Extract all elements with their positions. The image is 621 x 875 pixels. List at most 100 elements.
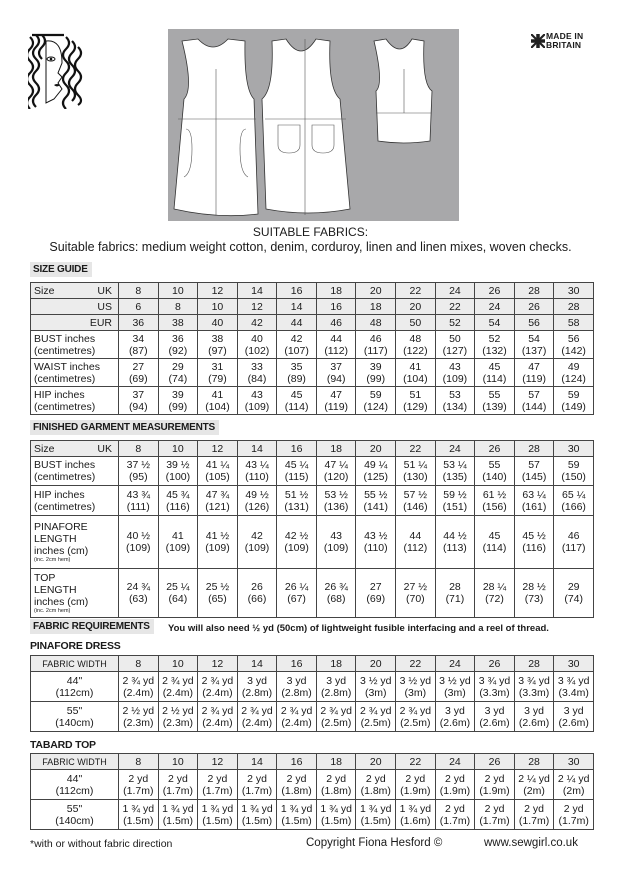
table-cell: 2 yd (1.9m) (474, 769, 515, 800)
table-cell: 8 (157, 298, 199, 315)
table-cell: 59 ½ (151) (434, 485, 476, 516)
table-row: BUST inches (centimetres) 37 ½ (95) 39 ½ (… (30, 456, 594, 486)
pinafore-fabric-table: FABRIC WIDTH 8 10 12 14 16 18 20 22 24 26 28 30 44" (… (30, 655, 594, 732)
table-cell: 14 (276, 298, 317, 315)
row-label: BUST inches (centimetres) (30, 456, 119, 486)
table-cell: 24 ¾ (63) (118, 568, 159, 618)
table-cell: 2 yd (1.7m) (434, 799, 476, 830)
table-cell: 43 ¼ (110) (236, 456, 278, 486)
table-row: BUST inches (centimetres) 34 (87) 36 (92) 3… (30, 330, 594, 359)
table-header-row: Size UK 8 10 12 14 16 18 20 22 24 26 28 30 (30, 440, 594, 457)
table-cell: 2 yd (1.9m) (434, 769, 476, 800)
table-cell: 43 ¾ (111) (118, 485, 159, 516)
table-cell: 42 (107) (276, 330, 317, 359)
table-cell: 26 (474, 282, 515, 299)
table-row: 44" (112cm) 2 ¾ yd (2.4m) 2 ¾ yd (2.4m) 2 ¾… (30, 671, 594, 702)
table-cell: 65 ¼ (166) (553, 485, 594, 516)
size-guide-table: Size UK 8 10 12 14 16 18 20 22 24 26 28 30 US 6 8 10 12 14 1… (30, 282, 594, 415)
table-cell: 22 (434, 298, 476, 315)
table-cell: 44 (112) (315, 330, 357, 359)
table-cell: 2 yd (1.7m) (236, 769, 278, 800)
table-cell: 38 (157, 314, 199, 331)
table-cell: 43 ½ (110) (355, 515, 397, 569)
table-cell: 29 (74) (553, 568, 594, 618)
table-cell: 37 ½ (95) (118, 456, 159, 486)
table-cell: 2 yd (1.7m) (474, 799, 515, 830)
table-cell: 3 ½ yd (3m) (434, 671, 476, 702)
fabric-width-cell: 44" (112cm) (30, 671, 119, 702)
website-link[interactable]: www.sewgirl.co.uk (484, 837, 578, 849)
table-cell: 24 (474, 298, 515, 315)
table-cell: 2 yd (1.7m) (197, 769, 238, 800)
size-label: Size (34, 442, 55, 455)
table-cell: 49 ½ (126) (236, 485, 278, 516)
table-cell: 61 ½ (156) (474, 485, 515, 516)
size-header-cell: 18 (315, 655, 357, 672)
size-header-cell: 8 (118, 655, 159, 672)
table-cell: 3 yd (2.6m) (553, 701, 594, 732)
size-system-label: US (97, 301, 112, 313)
table-cell: 39 ½ (100) (157, 456, 199, 486)
table-cell: 36 (92) (157, 330, 199, 359)
table-cell: 2 ¾ yd (2.5m) (355, 701, 397, 732)
table-cell: 3 yd (2.8m) (236, 671, 278, 702)
table-cell: 35 (89) (276, 358, 317, 387)
size-header-cell: 26 (474, 655, 515, 672)
row-label: PINAFORE LENGTH inches (cm) (inc. 2cm hem… (30, 515, 119, 569)
sewgirl-logo (25, 33, 86, 110)
table-cell: 3 ½ yd (3m) (395, 671, 436, 702)
table-cell: 27 (69) (118, 358, 159, 387)
hem-note: (inc. 2cm hem) (34, 556, 71, 563)
row-label: BUST inches (centimetres) (30, 330, 119, 359)
table-cell: 3 ½ yd (3m) (355, 671, 397, 702)
table-cell: 2 yd (1.8m) (355, 769, 397, 800)
size-label: Size (34, 284, 55, 297)
table-cell: 27 (69) (355, 568, 397, 618)
table-cell: 2 ½ yd (2.3m) (157, 701, 199, 732)
finished-measurements-heading: FINISHED GARMENT MEASUREMENTS (30, 420, 219, 435)
size-header-cell: 20 (355, 440, 397, 457)
size-header-cell: 24 (434, 753, 476, 770)
table-cell: 47 (119) (513, 358, 555, 387)
table-cell: 3 yd (2.8m) (315, 671, 357, 702)
table-cell: 52 (132) (474, 330, 515, 359)
table-cell: 42 (109) (236, 515, 278, 569)
table-cell: 45 (114) (474, 358, 515, 387)
size-header-cell: 22 (395, 753, 436, 770)
table-cell: 10 (157, 282, 199, 299)
table-cell: 12 (197, 282, 238, 299)
table-row: HIP inches (centimetres) 43 ¾ (111) 45 ¾ (… (30, 485, 594, 516)
table-cell: 41 (104) (395, 358, 436, 387)
table-cell: 46 (117) (355, 330, 397, 359)
table-cell: 38 (97) (197, 330, 238, 359)
table-cell: 57 ½ (146) (395, 485, 436, 516)
size-header-cell: 30 (553, 655, 594, 672)
size-header-cell: 10 (157, 440, 199, 457)
table-cell: 22 (395, 282, 436, 299)
table-cell: 20 (395, 298, 436, 315)
row-label-text: TOP LENGTH inches (cm) (34, 571, 89, 608)
table-cell: 2 ¾ yd (2.4m) (197, 671, 238, 702)
table-cell: 54 (474, 314, 515, 331)
row-label: HIP inches (centimetres) (30, 485, 119, 516)
table-cell: 48 (355, 314, 397, 331)
copyright: Copyright Fiona Hesford © (306, 837, 443, 849)
table-cell: 1 ¾ yd (1.5m) (315, 799, 357, 830)
size-system-label: UK (97, 443, 112, 455)
table-row: WAIST inches (centimetres) 27 (69) 29 (74)… (30, 358, 594, 387)
table-cell: 2 yd (1.7m) (553, 799, 594, 830)
row-label: US (30, 298, 119, 315)
table-cell: 41 ¼ (105) (197, 456, 238, 486)
table-cell: 43 (109) (434, 358, 476, 387)
table-cell: 45 ¼ (115) (276, 456, 317, 486)
table-cell: 26 ¾ (68) (315, 568, 357, 618)
tabard-top-heading: TABARD TOP (30, 739, 96, 751)
size-guide-heading: SIZE GUIDE (30, 262, 92, 277)
table-cell: 31 (79) (197, 358, 238, 387)
table-cell: 34 (87) (118, 330, 159, 359)
table-cell: 2 ¾ yd (2.4m) (236, 701, 278, 732)
table-cell: 63 ¼ (161) (513, 485, 555, 516)
table-cell: 2 yd (1.7m) (157, 769, 199, 800)
row-label: Size UK (30, 282, 119, 299)
size-header-cell: 28 (513, 753, 555, 770)
